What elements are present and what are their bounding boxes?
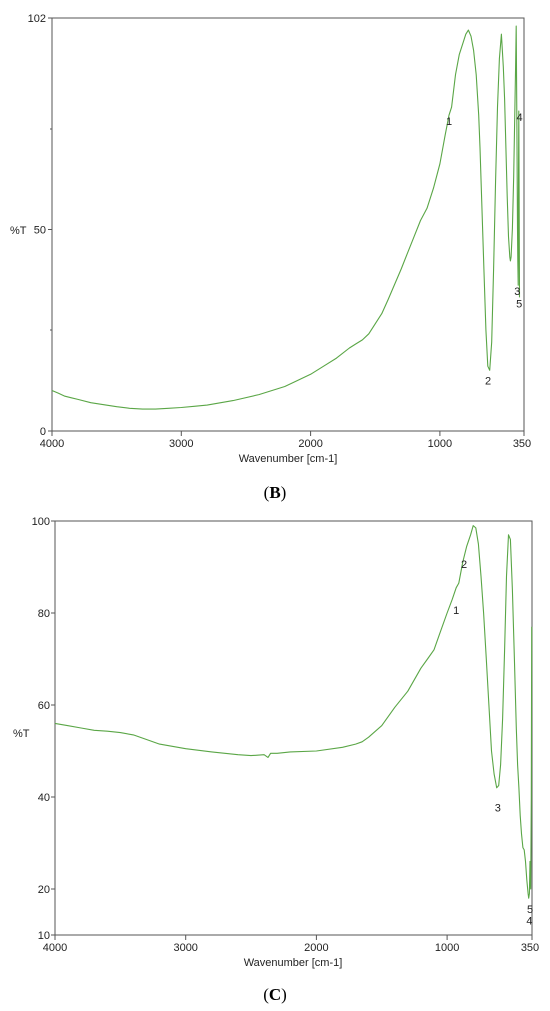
x-tick-label: 350: [521, 942, 539, 954]
peak-label: 5: [527, 904, 533, 916]
panel-letter: C: [269, 985, 281, 1004]
peak-label: 1: [446, 116, 452, 128]
x-axis-label: Wavenumber [cm-1]: [239, 453, 338, 465]
y-tick-label: 10: [38, 930, 50, 942]
panel-label-b: (B): [264, 483, 287, 502]
spectrum-line: [54, 525, 533, 899]
y-axis-label: %T: [13, 728, 30, 740]
x-axis-label: Wavenumber [cm-1]: [244, 957, 343, 969]
series-group: [51, 25, 521, 410]
y-axis: 100 80 60 40 20 10 %T: [13, 516, 55, 942]
x-tick-label: 4000: [43, 942, 67, 954]
y-tick-label: 80: [38, 608, 50, 620]
x-tick-label: 4000: [40, 438, 64, 450]
peak-label: 2: [485, 375, 491, 387]
x-tick-label: 2000: [304, 942, 328, 954]
y-axis: 102 50 0 %T: [10, 13, 52, 438]
panel-label-c: (C): [263, 985, 287, 1004]
chart-panel-c: 100 80 60 40 20 10 %T 4000 3000 2000 100…: [13, 516, 539, 1004]
x-axis: 4000 3000 2000 1000 350 Wavenumber [cm-1…: [40, 431, 531, 465]
x-tick-label: 350: [513, 438, 531, 450]
peak-label: 4: [526, 915, 532, 927]
x-tick-label: 1000: [435, 942, 459, 954]
peak-label: 3: [514, 286, 520, 298]
peak-label: 1: [453, 605, 459, 617]
chart-panel-b: 102 50 0 %T 4000 3000 2000 1000 350 Wave…: [10, 13, 531, 502]
y-tick-label: 50: [34, 225, 46, 237]
y-tick-label: 40: [38, 792, 50, 804]
y-tick-label: 0: [40, 426, 46, 438]
plot-frame: [54, 520, 533, 936]
peak-label: 5: [516, 298, 522, 310]
x-tick-label: 3000: [169, 438, 193, 450]
x-axis: 4000 3000 2000 1000 350 Wavenumber [cm-1…: [43, 935, 539, 969]
peak-labels: 1 2 3 4 5: [446, 112, 523, 387]
x-tick-label: 2000: [298, 438, 322, 450]
peak-label: 2: [461, 559, 467, 571]
x-tick-label: 3000: [173, 942, 197, 954]
y-axis-label: %T: [10, 225, 27, 237]
peak-label: 4: [516, 112, 522, 124]
plot-frame: [51, 17, 525, 432]
y-tick-label: 102: [28, 13, 46, 25]
series-group: [54, 525, 533, 899]
y-tick-label: 100: [32, 516, 50, 528]
y-tick-label: 60: [38, 700, 50, 712]
y-tick-label: 20: [38, 884, 50, 896]
peak-label: 3: [495, 803, 501, 815]
x-tick-label: 1000: [428, 438, 452, 450]
peak-labels: 1 2 3 45: [453, 559, 533, 928]
spectrum-line: [51, 25, 521, 410]
panel-letter: B: [269, 483, 280, 502]
